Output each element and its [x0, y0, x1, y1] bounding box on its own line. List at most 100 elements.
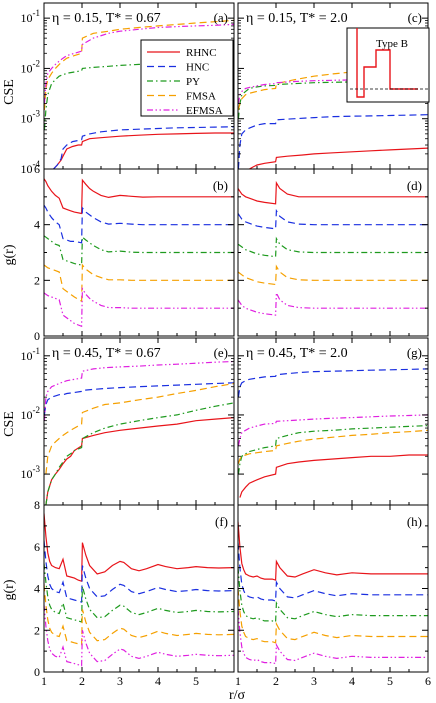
series-line-efmsa: [238, 292, 428, 316]
x-tick-label: 1: [41, 674, 47, 688]
series-line-py: [238, 425, 428, 475]
series-line-hnc: [238, 542, 428, 602]
series-line-rhnc: [45, 417, 234, 505]
y-tick-label: 10-1: [21, 8, 41, 25]
panel-h: 1 2 3 4 5 6 (h): [235, 504, 431, 688]
x-tick-label: 2: [273, 674, 279, 688]
series-line-efmsa: [238, 609, 428, 665]
panel-label: (f): [215, 514, 228, 529]
x-axis-label: r/σ: [229, 688, 246, 703]
legend-label-rhnc: RHNC: [186, 47, 217, 59]
gr-y-label-bottom: g(r): [2, 579, 17, 600]
y-tick-label: 0: [34, 329, 40, 343]
legend-label-fmsa: FMSA: [186, 91, 216, 103]
type-b-inset: Type B: [346, 27, 430, 103]
y-tick-label: 6: [34, 162, 40, 176]
cse-y-label-bottom: CSE: [2, 411, 17, 437]
y-tick-label: 4: [34, 218, 40, 232]
y-tick-label: 10-2: [21, 58, 41, 75]
panel-frame: [237, 337, 429, 506]
x-tick-label: 1: [235, 674, 241, 688]
series-line-hnc: [44, 382, 234, 415]
panel-title: η = 0.45, T* = 2.0: [246, 346, 348, 361]
series-line-efmsa: [44, 605, 234, 667]
series-line-py: [44, 235, 234, 266]
panels-layer: 10-4 10-3 10-2 10-1 η = 0.15, T* = 0.67 (a) η …: [21, 2, 431, 688]
panel-b: 0 2 4 6 (b): [34, 162, 235, 343]
y-tick-label: 2: [34, 273, 40, 287]
series-line-efmsa: [44, 360, 234, 421]
panel-frame: [43, 504, 235, 673]
y-tick-label: 10-4: [21, 159, 41, 176]
y-tick-label: 10-3: [21, 109, 41, 126]
series-line-fmsa: [44, 263, 234, 303]
series-line-hnc: [44, 540, 234, 603]
x-tick-label: 2: [79, 674, 85, 688]
y-tick-label: 10-1: [21, 346, 41, 363]
y-tick-label: 10-2: [21, 405, 41, 422]
y-tick-label: 2: [34, 623, 40, 637]
series-line-rhnc: [249, 147, 428, 169]
panel-label: (c): [408, 10, 422, 25]
panel-label: (h): [407, 514, 422, 529]
series-line-hnc: [238, 114, 428, 169]
series-line-fmsa: [238, 588, 428, 644]
panel-title: η = 0.15, T* = 0.67: [52, 11, 161, 26]
y-tick-label: 4: [34, 582, 40, 596]
panel-label: (d): [407, 178, 422, 193]
series-line-hnc: [238, 208, 428, 230]
panel-frame: [237, 504, 429, 673]
series-line-rhnc: [239, 454, 428, 498]
x-tick-label: 6: [425, 674, 431, 688]
series-line-hnc: [238, 368, 428, 398]
series-line-py: [238, 567, 428, 623]
series-line-rhnc: [44, 513, 234, 583]
series-line-fmsa: [238, 264, 428, 286]
gr-y-label-top: g(r): [2, 244, 17, 265]
x-tick-label: 3: [311, 674, 317, 688]
panel-d: (d): [237, 168, 429, 337]
series-line-hnc: [53, 126, 234, 169]
series-line-rhnc: [44, 178, 234, 215]
panel-label: (g): [407, 345, 422, 360]
panel-frame: [43, 337, 235, 506]
legend-label-py: PY: [186, 76, 200, 88]
series-line-py: [44, 563, 234, 623]
series-line-rhnc: [238, 521, 428, 581]
series-line-fmsa: [44, 584, 234, 646]
series-line-py: [45, 402, 234, 505]
x-tick-label: 5: [193, 674, 199, 688]
legend-label-efmsa: EFMSA: [186, 105, 223, 117]
legend: RHNC HNC PY FMSA EFMSA: [140, 39, 234, 117]
legend-entries: RHNC HNC PY FMSA EFMSA: [147, 47, 223, 117]
panel-f: 1 2 3 4 5 0 2 4 6 8 (f): [34, 498, 235, 688]
inset-step-curve: [356, 28, 418, 98]
series-line-py: [238, 236, 428, 258]
y-tick-label: 0: [34, 665, 40, 679]
panel-title: η = 0.15, T* = 2.0: [246, 11, 348, 26]
y-tick-label: 8: [34, 498, 40, 512]
panel-label: (b): [213, 178, 228, 193]
panel-g: η = 0.45, T* = 2.0 (g): [237, 337, 429, 506]
series-line-rhnc: [238, 180, 428, 205]
x-tick-label: 4: [155, 674, 161, 688]
series-line-py: [44, 61, 234, 130]
inset-label: Type B: [376, 38, 408, 50]
y-tick-label: 10-3: [21, 464, 41, 481]
series-line-fmsa: [238, 429, 428, 464]
series-line-efmsa: [238, 414, 428, 447]
series-line-rhnc: [53, 132, 234, 169]
panel-label: (e): [214, 345, 228, 360]
panel-title: η = 0.45, T* = 0.67: [52, 346, 161, 361]
panel-frame: [237, 168, 429, 337]
panel-e: 10-3 10-2 10-1 η = 0.45, T* = 0.67 (e): [21, 337, 235, 506]
x-tick-label: 4: [349, 674, 355, 688]
series-line-fmsa: [44, 19, 234, 110]
x-tick-label: 3: [117, 674, 123, 688]
series-line-fmsa: [45, 382, 234, 475]
legend-label-hnc: HNC: [186, 62, 209, 74]
y-tick-label: 6: [34, 540, 40, 554]
panel-label: (a): [214, 10, 228, 25]
cse-y-label-top: CSE: [2, 79, 17, 105]
